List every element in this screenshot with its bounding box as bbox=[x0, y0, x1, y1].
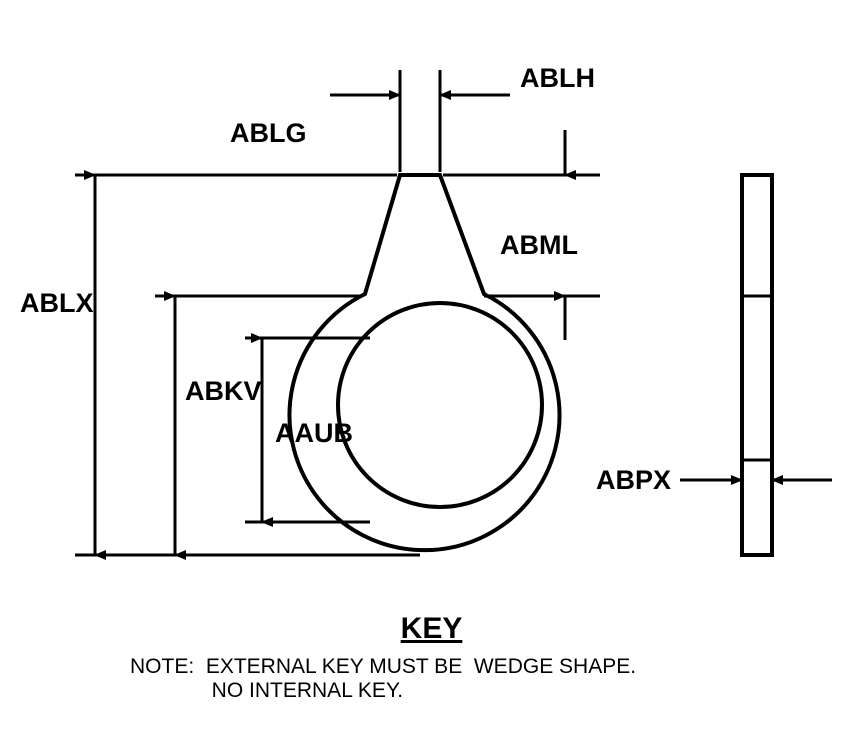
label-abpx: ABPX bbox=[596, 467, 671, 494]
label-aaub: AAUB bbox=[275, 420, 353, 447]
diagram-container: { "labels": { "ablg": "ABLG", "ablh": "A… bbox=[0, 0, 863, 729]
label-abml: ABML bbox=[500, 232, 578, 259]
diagram-note: NOTE: EXTERNAL KEY MUST BE WEDGE SHAPE. … bbox=[130, 655, 636, 703]
label-ablx: ABLX bbox=[20, 290, 94, 317]
diagram-title: KEY bbox=[0, 612, 863, 646]
inner-bore bbox=[338, 303, 542, 507]
label-abkv: ABKV bbox=[185, 378, 262, 405]
label-ablg: ABLG bbox=[230, 120, 307, 147]
side-view bbox=[742, 175, 772, 555]
label-ablh: ABLH bbox=[520, 65, 595, 92]
